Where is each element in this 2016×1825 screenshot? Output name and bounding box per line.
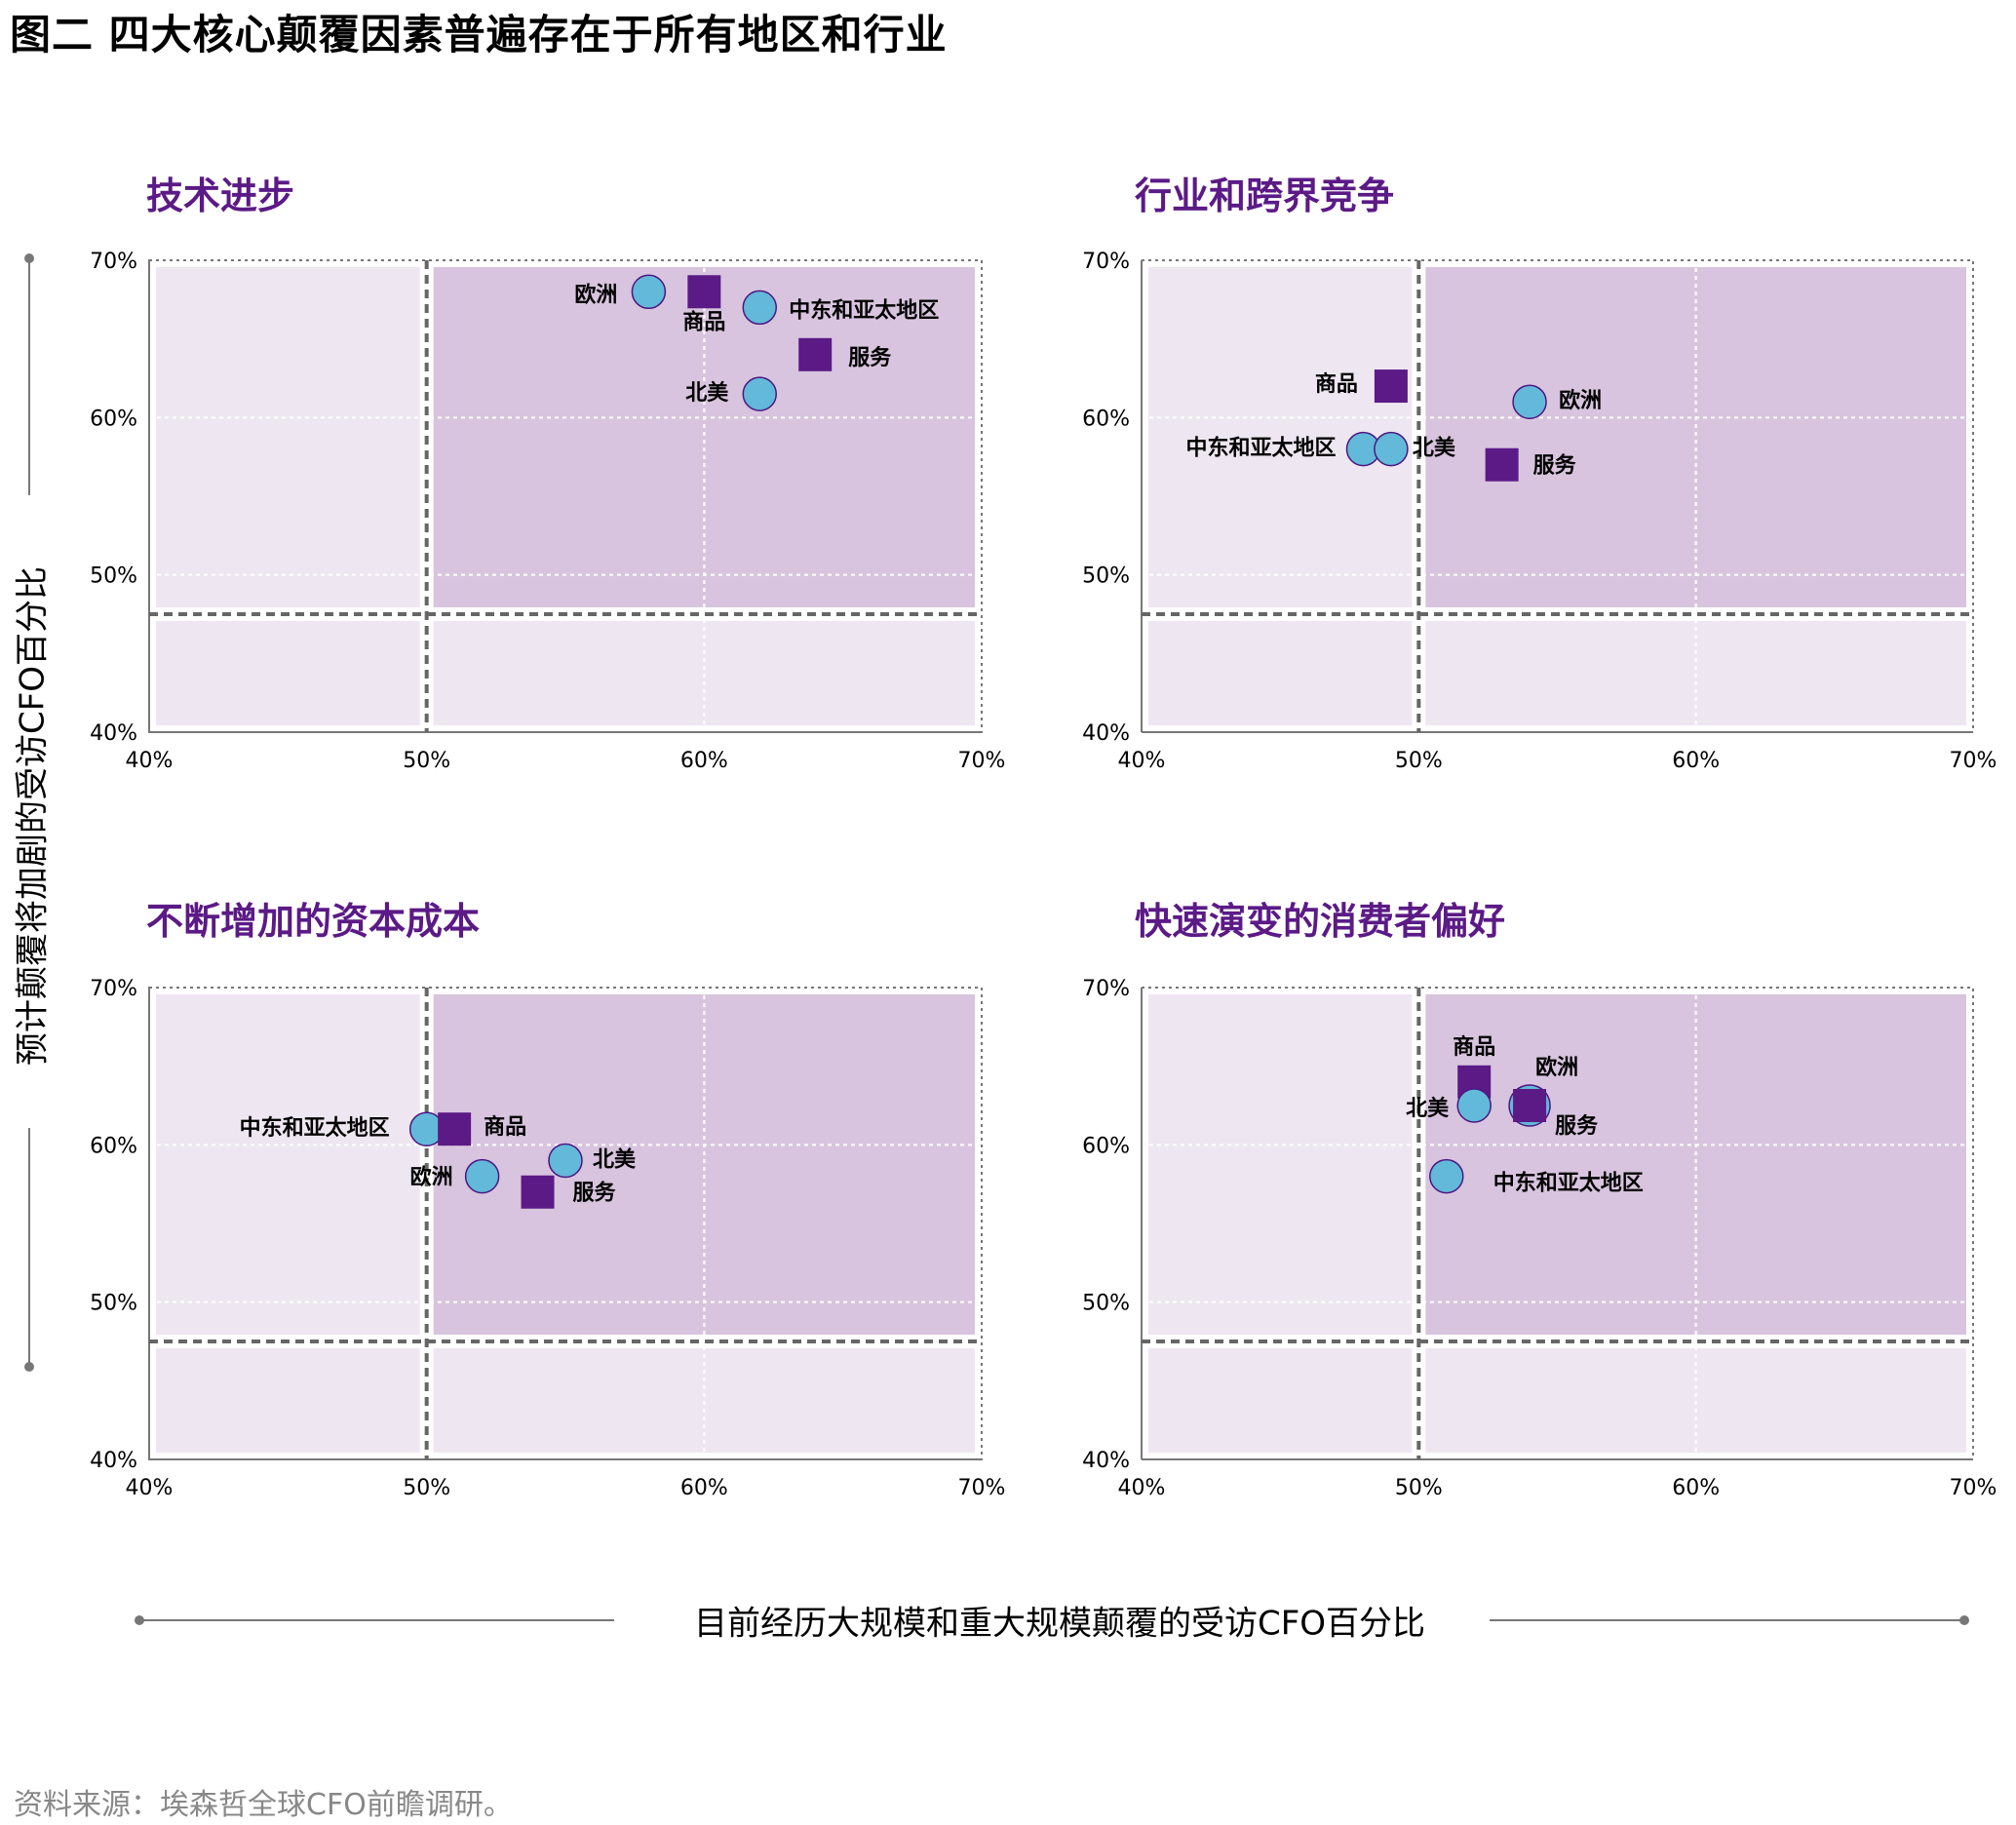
y-tick-label: 50% [1082,564,1130,589]
y-tick-label: 50% [90,1292,137,1316]
industry-point [1485,447,1519,482]
point-label: 服务 [848,346,892,370]
region-point [1374,431,1409,467]
quadrant-bottom-left [1148,621,1413,725]
point-label: 北美 [1406,1096,1450,1121]
y-axis-title: 预计颠覆将加剧的受访CFO百分比 [13,565,53,1067]
quadrant-bottom-left [1148,1348,1413,1453]
x-tick-label: 50% [1395,1476,1443,1500]
point-label: 中东和亚太地区 [1493,1171,1644,1196]
x-tick-label: 70% [958,749,1006,773]
point-label: 商品 [484,1114,526,1140]
point-label: 商品 [682,309,725,334]
x-tick-label: 60% [680,1476,728,1500]
y-tick-label: 70% [1082,977,1130,1001]
point-label: 服务 [1555,1114,1599,1139]
point-label: 中东和亚太地区 [789,297,939,323]
industry-point [687,275,721,309]
x-tick-label: 60% [1672,1476,1720,1500]
point-label: 欧洲 [1535,1055,1578,1080]
y-tick-label: 60% [1082,1134,1130,1158]
y-tick-label: 50% [90,564,137,589]
x-tick-label: 70% [1950,749,1997,773]
quadrant-top-left [1148,994,1413,1335]
y-tick-label: 60% [90,1134,137,1158]
y-tick-label: 60% [90,407,137,431]
x-tick-label: 50% [403,1476,450,1500]
point-label: 中东和亚太地区 [1185,436,1336,461]
region-point [464,1158,500,1194]
y-tick-label: 60% [1082,407,1130,431]
region-point [742,376,778,411]
source-note: 资料来源：埃森哲全球CFO前瞻调研。 [14,1788,513,1822]
point-label: 服务 [573,1182,617,1206]
y-axis-guide [24,253,34,1372]
y-tick-label: 40% [1082,721,1130,746]
industry-point [438,1112,472,1146]
y-tick-label: 40% [90,1449,137,1473]
panel-title-consumer: 快速演变的消费者偏好 [1135,900,1506,943]
x-tick-label: 50% [403,749,450,773]
point-label: 北美 [685,380,729,406]
industry-point [1374,369,1408,404]
point-label: 中东和亚太地区 [240,1115,390,1141]
y-tick-label: 70% [90,977,137,1001]
point-label: 欧洲 [1559,388,1602,413]
x-tick-label: 60% [1672,749,1720,773]
region-point [548,1143,583,1179]
y-tick-label: 50% [1082,1292,1130,1316]
region-point [1456,1088,1492,1123]
panel-title-competition: 行业和跨界竞争 [1135,175,1395,217]
point-label: 北美 [593,1146,637,1172]
region-point [1512,384,1547,419]
y-tick-label: 70% [1082,250,1130,274]
x-tick-label: 40% [1118,749,1166,773]
point-label: 商品 [1315,371,1358,397]
quadrant-top-left [156,994,420,1335]
point-label: 商品 [1453,1034,1495,1060]
x-axis-guide [135,1615,1969,1625]
region-point [631,274,667,310]
x-tick-label: 50% [1395,749,1443,773]
x-tick-label: 70% [1950,1476,1997,1500]
point-label: 欧洲 [410,1165,453,1190]
industry-point [521,1175,555,1209]
region-point [1429,1158,1464,1194]
x-tick-label: 60% [680,749,728,773]
y-tick-label: 40% [1082,1449,1130,1473]
point-label: 北美 [1413,436,1456,461]
industry-point [1513,1089,1547,1122]
quadrant-bottom-left [156,621,420,725]
industry-point [798,337,833,371]
x-axis-title: 目前经历大规模和重大规模颠覆的受访CFO百分比 [693,1604,1426,1644]
point-label: 欧洲 [574,282,617,307]
panel-title-capital-cost: 不断增加的资本成本 [146,900,481,943]
y-tick-label: 70% [90,250,137,274]
quadrant-top-left [156,267,420,607]
y-tick-label: 40% [90,721,137,746]
quadrant-bottom-left [156,1348,420,1453]
point-label: 服务 [1533,454,1577,479]
x-tick-label: 40% [1118,1476,1166,1500]
x-tick-label: 40% [126,749,174,773]
x-tick-label: 40% [126,1476,174,1500]
figure-title: 图二 四大核心颠覆因素普遍存在于所有地区和行业 [10,11,948,58]
region-point [742,290,778,326]
x-tick-label: 70% [958,1476,1006,1500]
panel-title-tech: 技术进步 [146,175,295,217]
